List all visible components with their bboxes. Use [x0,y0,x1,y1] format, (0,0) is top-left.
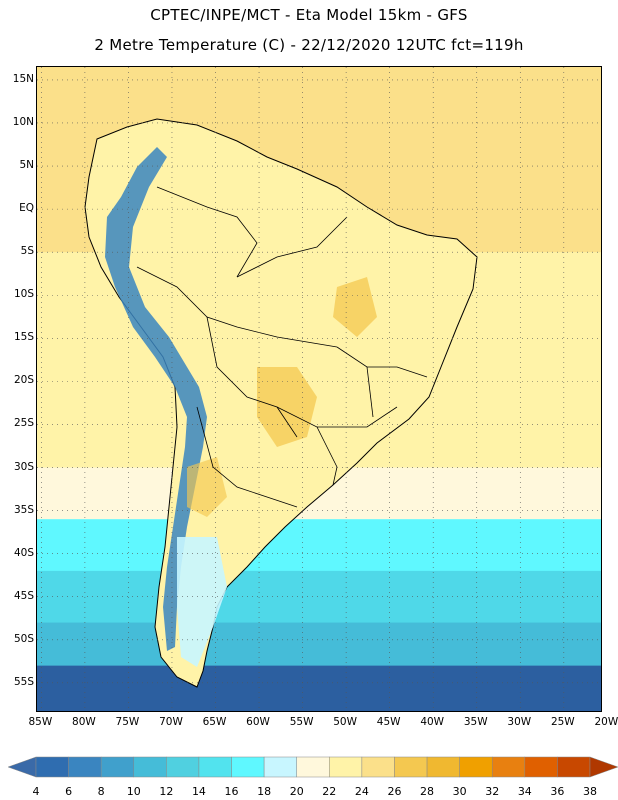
lat-tick-label: 45S [13,589,34,602]
warm-patagonia [187,457,227,517]
colorbar-cell [557,756,591,778]
colorbar-cell [198,756,232,778]
lon-tick-label: 50W [333,716,357,728]
colorbar-high-arrow [589,756,618,778]
lat-tick-label: 5S [20,245,34,258]
colorbar-tick-label: 34 [517,785,532,798]
chart-title: CPTEC/INPE/MCT - Eta Model 15km - GFS [150,6,468,24]
lat-tick-label: 55S [13,675,34,688]
colorbar-cell [166,756,200,778]
cool-patagonia [177,537,227,667]
lon-tick-label: 35W [463,716,488,728]
lon-tick-label: 55W [289,716,314,728]
colorbar-cell [263,756,297,778]
colorbar-cell [491,756,526,778]
colorbar-low-arrow [8,756,37,778]
temperature-map [37,67,601,711]
warm-chaco [257,367,317,447]
colorbar-tick-label: 30 [452,785,467,798]
colorbar-tick-label: 12 [159,785,174,798]
lon-tick-label: 85W [28,716,53,728]
colorbar-tick-label: 28 [420,785,435,798]
colorbar-tick-label: 26 [387,785,402,798]
colorbar-tick-label: 6 [65,785,73,798]
lon-tick-label: 40W [420,716,445,728]
lon-tick-label: 60W [246,716,270,728]
colorbar-cell [524,756,558,778]
colorbar-tick-label: 18 [257,785,272,798]
colorbar-cell [35,756,69,778]
lat-tick-label: 50S [13,632,34,645]
colorbar-tick-label: 16 [224,785,239,798]
lon-tick-label: 30W [507,716,532,728]
colorbar-cell [329,756,363,778]
colorbar-tick-label: 38 [583,785,597,798]
colorbar-tick-label: 36 [550,785,565,798]
colorbar-cell [394,756,428,778]
lon-tick-label: 25W [550,716,575,728]
chart-subtitle: 2 Metre Temperature (C) - 22/12/2020 12U… [94,36,524,54]
colorbar-cell [296,756,330,778]
lon-tick-label: 80W [72,716,96,728]
colorbar-tick-label: 22 [322,785,337,798]
lat-tick-label: 15S [13,331,34,344]
lon-tick-label: 70W [159,716,183,728]
map-panel[interactable] [36,66,602,712]
ocean-band-5 [37,570,601,624]
warm-interior [333,277,377,337]
colorbar-tick-label: 32 [485,785,500,798]
lon-tick-label: 20W [594,716,618,728]
lat-tick-label: 30S [13,460,34,473]
colorbar-cell [68,756,102,778]
lat-tick-label: 25S [13,417,34,430]
lat-tick-label: 10S [13,288,34,301]
lon-tick-label: 45W [376,716,401,728]
lat-tick-label: 35S [13,503,34,516]
colorbar-tick-label: 24 [354,785,369,798]
lat-tick-label: 5N [19,159,34,172]
ocean-band-6 [37,622,601,667]
lat-tick-label: 40S [13,546,34,559]
ocean-band-4 [37,519,601,572]
land-field [84,118,478,688]
lat-tick-label: 10N [12,115,34,128]
colorbar-tick-label: 4 [32,785,40,798]
ocean-band-7 [37,665,601,711]
lat-tick-label: EQ [19,202,34,215]
lon-tick-label: 75W [115,716,140,728]
colorbar-tick-label: 20 [289,785,304,798]
colorbar-tick-label: 14 [191,785,206,798]
lat-tick-label: 20S [13,374,34,387]
colorbar-cell [100,756,135,778]
colorbar-tick-label: 8 [97,785,105,798]
temperature-colorbar [8,756,618,778]
colorbar-cell [459,756,493,778]
colorbar-cell [426,756,460,778]
colorbar-cell [361,756,395,778]
lat-tick-label: 15N [12,72,34,85]
andes-cold-strip [105,147,207,651]
lon-tick-label: 65W [202,716,227,728]
colorbar-cell [133,756,167,778]
colorbar-cell [231,756,265,778]
colorbar-tick-label: 10 [126,785,141,798]
